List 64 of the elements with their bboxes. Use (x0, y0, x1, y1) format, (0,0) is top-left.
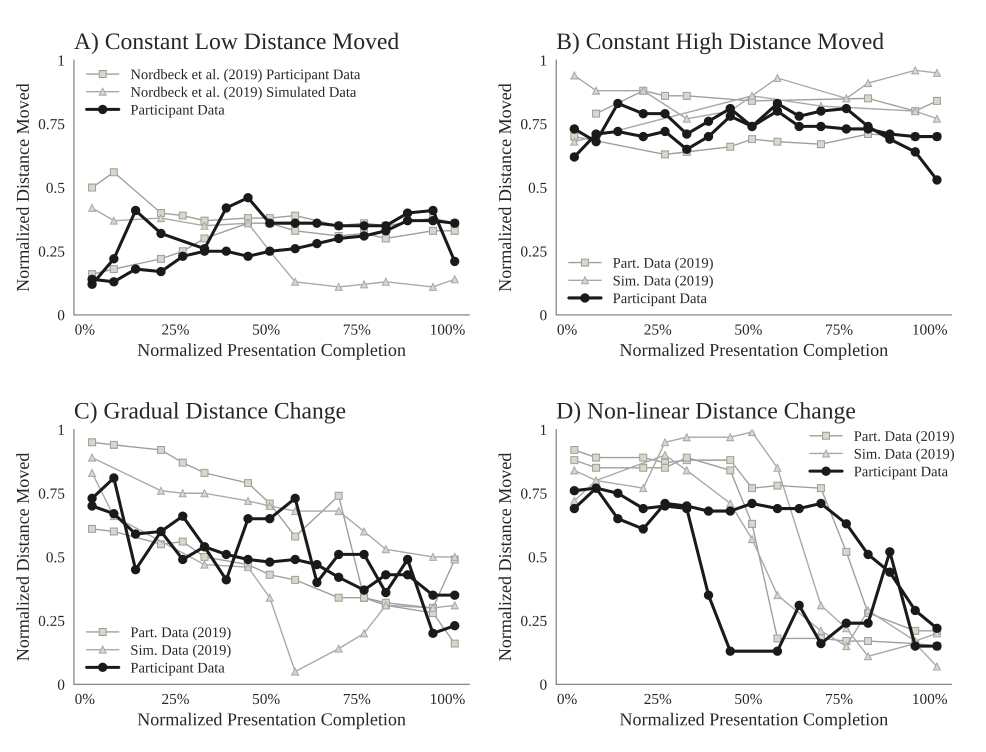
y-tick-label: 0 (58, 679, 64, 690)
x-axis-title: Normalized Presentation Completion (620, 712, 888, 730)
chart-title: D) Non-linear Distance Change (556, 402, 856, 424)
y-tick-label: 0.5 (528, 552, 547, 562)
y-tick-label: 0 (58, 310, 64, 320)
y-tick-label: 0.75 (38, 488, 64, 499)
legend-label: Part. Data (2019) (613, 258, 713, 271)
legend-label: Participant Data (613, 293, 707, 306)
y-tick-label: 0.25 (521, 246, 547, 257)
x-tick-label: 100% (913, 324, 948, 335)
x-tick-label: 25% (644, 324, 672, 335)
y-tick-label: 0.5 (528, 182, 547, 194)
y-tick-label: 0.5 (46, 182, 64, 194)
legend-label: Nordbeck et al. (2019) Participant Data (130, 69, 360, 82)
x-tick-label: 0% (75, 324, 94, 335)
legend-label: Participant Data (130, 104, 225, 118)
x-tick-label: 25% (162, 694, 189, 704)
y-tick-label: 0.25 (521, 616, 547, 626)
legend-label: Sim. Data (2019) (131, 644, 231, 658)
legend-label: Part. Data (2019) (854, 430, 954, 444)
y-tick-label: 0 (540, 679, 547, 690)
y-tick-label: 0.25 (38, 246, 64, 257)
x-tick-label: 100% (431, 324, 465, 335)
x-tick-label: 0% (557, 694, 577, 704)
y-tick-label: 1 (58, 55, 64, 66)
x-axis-title: Normalized Presentation Completion (138, 712, 406, 730)
x-tick-label: 25% (644, 694, 672, 704)
legend-label: Part. Data (2019) (130, 626, 231, 640)
y-tick-label: 0.25 (38, 616, 64, 626)
y-tick-label: 1 (58, 424, 64, 435)
chart-title: B) Constant High Distance Moved (556, 32, 884, 54)
legend-label: Participant Data (130, 662, 225, 676)
x-tick-label: 75% (344, 324, 370, 335)
y-tick-label: 1 (540, 424, 546, 435)
x-tick-label: 100% (913, 694, 948, 704)
chart-title: A) Constant Low Distance Moved (74, 32, 399, 54)
y-axis-title: Normalized Distance Moved (498, 83, 512, 292)
y-axis-title: Normalized Distance Moved (16, 452, 29, 661)
x-axis-title: Normalized Presentation Completion (138, 343, 406, 360)
x-tick-label: 0% (557, 324, 577, 335)
x-tick-label: 25% (162, 324, 189, 335)
y-axis-title: Normalized Distance Moved (16, 83, 29, 292)
x-axis-title: Normalized Presentation Completion (620, 343, 888, 360)
y-tick-label: 0 (540, 310, 547, 320)
x-tick-label: 50% (253, 694, 280, 704)
x-tick-label: 50% (735, 694, 762, 704)
legend-label: Sim. Data (2019) (854, 448, 954, 462)
x-tick-label: 0% (75, 694, 94, 704)
x-tick-label: 50% (735, 324, 762, 335)
y-tick-label: 0.75 (521, 118, 547, 130)
x-tick-label: 50% (253, 324, 280, 335)
y-tick-label: 1 (540, 55, 546, 66)
chart-title: C) Gradual Distance Change (74, 402, 346, 424)
y-axis-title: Normalized Distance Moved (498, 452, 512, 661)
x-tick-label: 75% (826, 694, 853, 704)
x-tick-label: 75% (826, 324, 853, 335)
y-tick-label: 0.5 (46, 552, 64, 562)
legend-label: Nordbeck et al. (2019) Simulated Data (130, 86, 356, 100)
legend-label: Participant Data (854, 466, 948, 480)
y-tick-label: 0.75 (38, 118, 64, 130)
x-tick-label: 75% (344, 694, 370, 704)
y-tick-label: 0.75 (521, 488, 547, 499)
x-tick-label: 100% (431, 694, 465, 704)
legend-label: Sim. Data (2019) (614, 275, 713, 288)
